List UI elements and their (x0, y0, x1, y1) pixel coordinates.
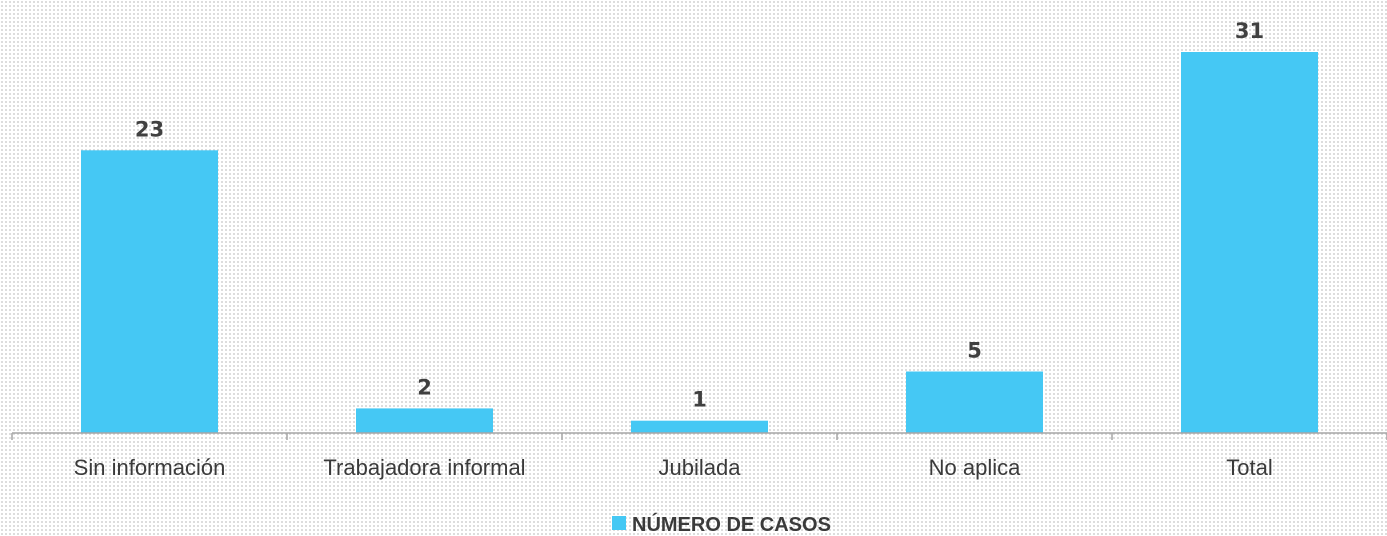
bar-4 (1181, 52, 1318, 433)
category-label-2: Jubilada (659, 455, 742, 480)
category-label-0: Sin información (74, 455, 226, 480)
data-label-2: 1 (692, 388, 707, 412)
data-label-4: 31 (1235, 19, 1264, 43)
bars-group (81, 52, 1318, 434)
data-label-1: 2 (417, 375, 432, 399)
legend: NÚMERO DE CASOS (612, 512, 831, 536)
bar-3 (906, 371, 1043, 433)
bar-1 (356, 408, 493, 433)
category-labels-group: Sin información Trabajadora informal Jubil… (74, 455, 1273, 480)
category-label-3: No aplica (929, 455, 1021, 480)
data-label-3: 5 (967, 339, 982, 363)
data-label-0: 23 (135, 117, 164, 141)
x-axis-ticks (11, 433, 1387, 440)
legend-swatch (612, 516, 626, 530)
bar-2 (631, 420, 768, 433)
legend-label: NÚMERO DE CASOS (632, 512, 831, 536)
bar-0 (81, 150, 218, 434)
value-labels-group: 23 2 1 5 31 (135, 19, 1264, 412)
category-label-4: Total (1226, 455, 1272, 480)
category-label-1: Trabajadora informal (323, 455, 525, 480)
